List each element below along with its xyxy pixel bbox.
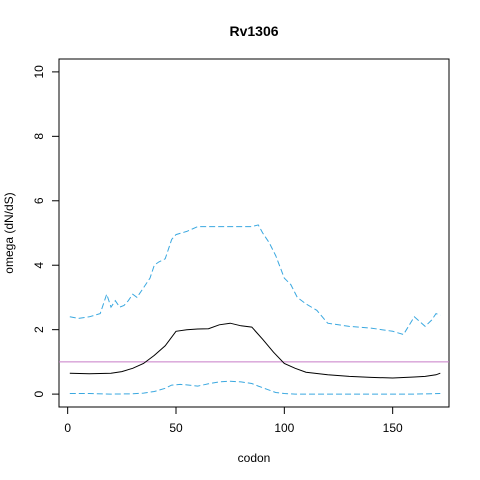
confidence-band-line-2 [69,380,441,395]
confidence-band-line-1 [69,224,441,336]
chart-marks: 0 50 100 150 0 2 4 6 8 10 [32,58,450,435]
y-tick-label: 10 [32,65,46,79]
y-tick-label: 2 [32,326,46,333]
plot-frame [58,58,450,408]
x-tick-label: 150 [383,421,403,435]
x-tick-label: 0 [64,421,71,435]
x-axis-label: codon [238,451,271,465]
x-tick-label: 50 [169,421,183,435]
y-tick-label: 6 [32,197,46,204]
y-tick-label: 0 [32,390,46,397]
y-axis-label: omega (dN/dS) [2,192,16,273]
y-tick-label: 4 [32,262,46,269]
y-tick-label: 8 [32,133,46,140]
x-tick-label: 100 [274,421,294,435]
omega-line [69,322,441,379]
chart-title: Rv1306 [229,23,278,39]
